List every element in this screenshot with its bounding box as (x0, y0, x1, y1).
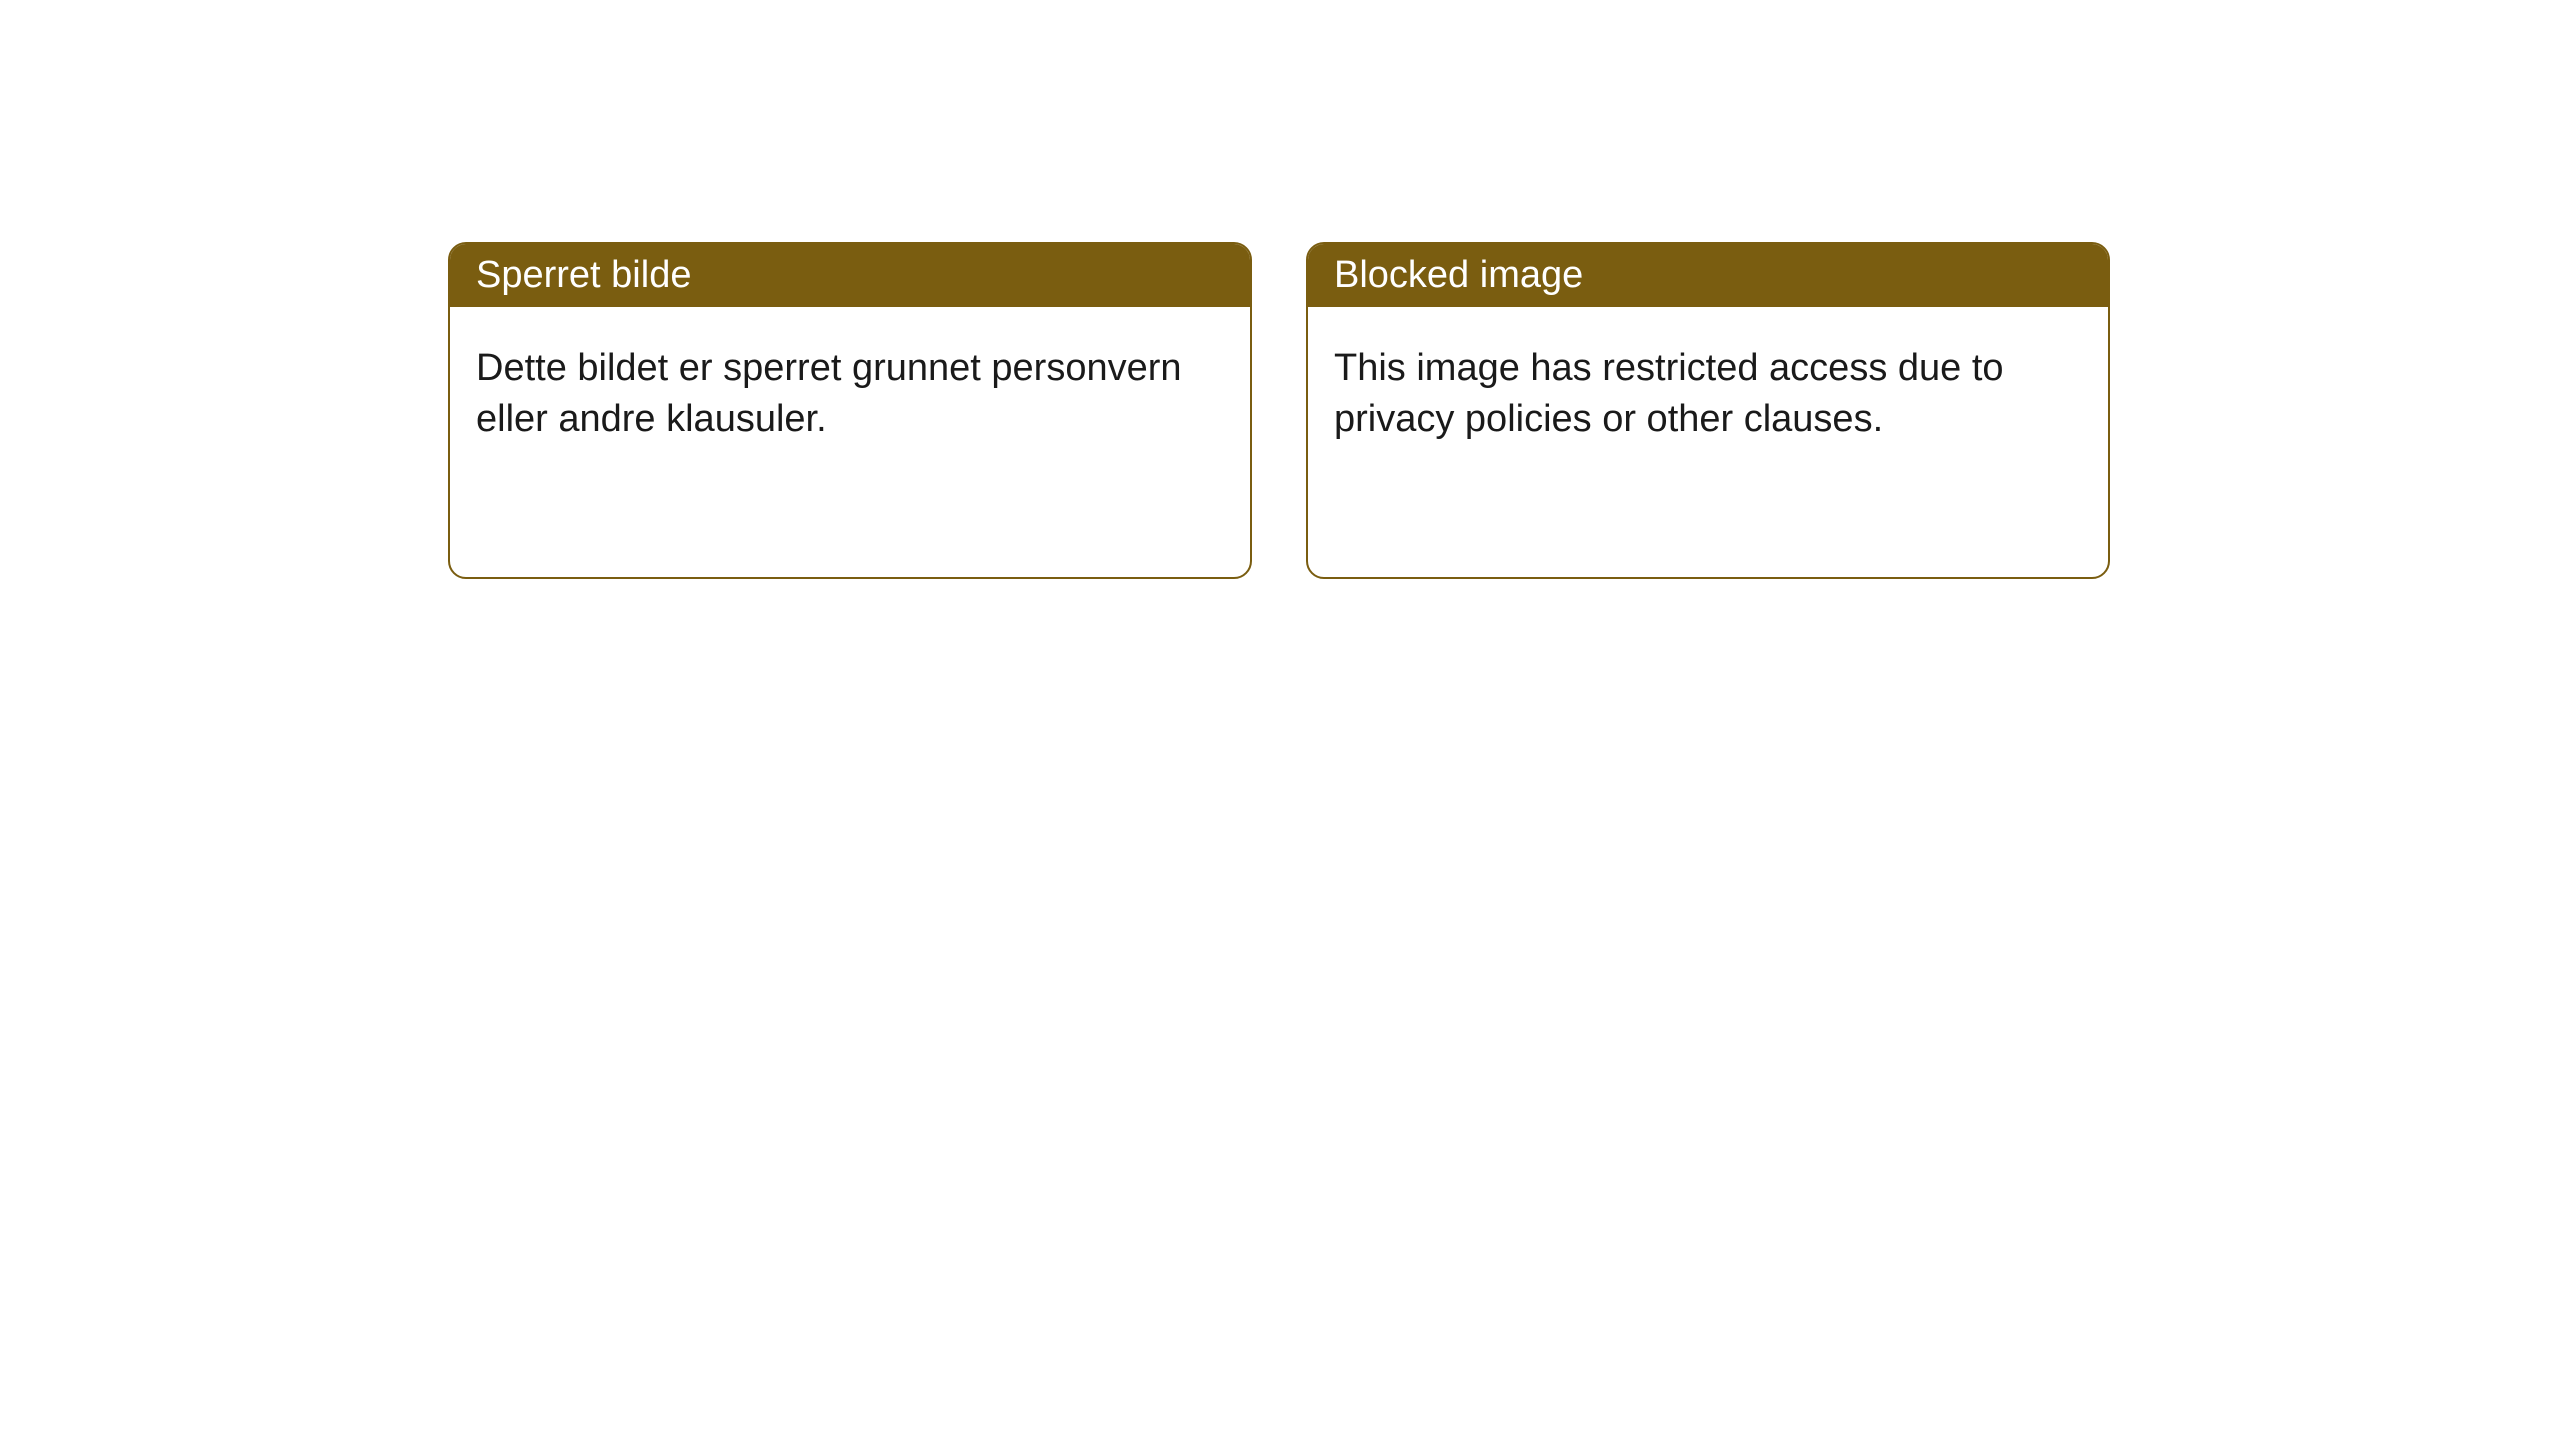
notice-card-english: Blocked image This image has restricted … (1306, 242, 2110, 579)
notice-title: Blocked image (1308, 244, 2108, 307)
notice-body: Dette bildet er sperret grunnet personve… (450, 307, 1250, 577)
notice-body: This image has restricted access due to … (1308, 307, 2108, 577)
notice-title: Sperret bilde (450, 244, 1250, 307)
notice-card-norwegian: Sperret bilde Dette bildet er sperret gr… (448, 242, 1252, 579)
notice-container: Sperret bilde Dette bildet er sperret gr… (0, 0, 2560, 579)
